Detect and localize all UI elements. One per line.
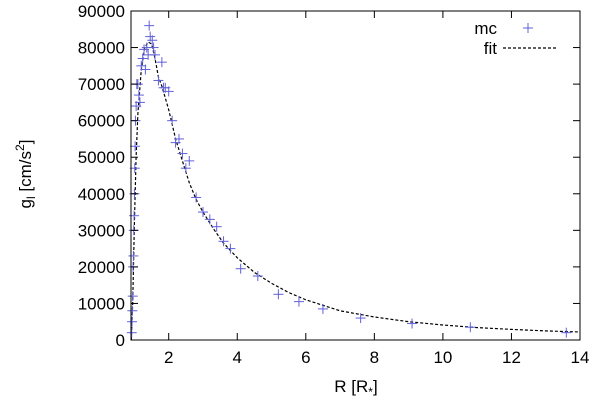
mc-point (273, 289, 284, 300)
mc-point (128, 250, 139, 261)
plot-frame (130, 10, 581, 341)
x-tick-label: 6 (301, 348, 310, 367)
mc-point (173, 133, 184, 144)
mc-point (148, 42, 159, 53)
mc-point (225, 243, 236, 254)
mc-point (144, 20, 155, 31)
mc-point (407, 318, 418, 329)
legend: mc fit (474, 19, 556, 58)
mc-point (140, 64, 151, 75)
mc-point (561, 327, 572, 338)
mc-point (127, 316, 138, 327)
mc-point (130, 141, 141, 152)
mc-point (235, 263, 246, 274)
mc-point (153, 75, 164, 86)
mc-point (137, 53, 148, 64)
mc-point (197, 207, 208, 218)
mc-point (163, 86, 174, 97)
legend-label-fit: fit (484, 39, 498, 58)
y-axis-label: gl [cm/s2] (13, 140, 38, 209)
mc-point (126, 327, 137, 338)
mc-point (147, 35, 158, 46)
y-tick-label: 40000 (78, 185, 125, 204)
mc-point (167, 115, 178, 126)
mc-point (252, 271, 263, 282)
y-tick-label: 50000 (78, 148, 125, 167)
mc-point (191, 192, 202, 203)
mc-point (211, 221, 222, 232)
y-tick-label: 0 (116, 331, 125, 350)
mc-point (465, 322, 476, 333)
x-tick-label: 12 (502, 348, 521, 367)
x-tick-label: 2 (164, 348, 173, 367)
mc-point (149, 49, 160, 60)
mc-point (127, 305, 138, 316)
plot-marks (126, 20, 581, 341)
y-tick-label: 30000 (78, 221, 125, 240)
legend-mc-plus (523, 23, 533, 33)
mc-point (139, 44, 150, 55)
mc-point (127, 291, 138, 302)
y-tick-label: 60000 (78, 112, 125, 131)
y-tick-label: 90000 (78, 2, 125, 21)
mc-point (317, 303, 328, 314)
mc-point (180, 163, 191, 174)
mc-point (134, 97, 145, 108)
y-tick-label: 20000 (78, 258, 125, 277)
x-tick-label: 10 (433, 348, 452, 367)
mc-point (218, 236, 229, 247)
mc-point (184, 155, 195, 166)
y-tick-label: 80000 (78, 39, 125, 58)
legend-label-mc: mc (474, 19, 497, 38)
mc-point (177, 148, 188, 159)
mc-point (355, 313, 366, 324)
x-tick-label: 4 (233, 348, 242, 367)
mc-point (293, 296, 304, 307)
x-tick-label: 8 (370, 348, 379, 367)
fit-curve (130, 41, 581, 341)
x-axis-label: R [R*] (334, 377, 377, 399)
mc-point (133, 90, 144, 101)
x-tick-label: 14 (571, 348, 590, 367)
axis-ticks (131, 10, 581, 341)
mc-point (204, 214, 215, 225)
legend-marker-mc (523, 23, 533, 33)
axis-tick-labels: 2 4 6 8 10 12 14 0 10000 20000 30000 40000 50000 6000… (78, 2, 590, 367)
mc-point (156, 57, 167, 68)
y-tick-label: 10000 (78, 294, 125, 313)
y-tick-label: 70000 (78, 75, 125, 94)
